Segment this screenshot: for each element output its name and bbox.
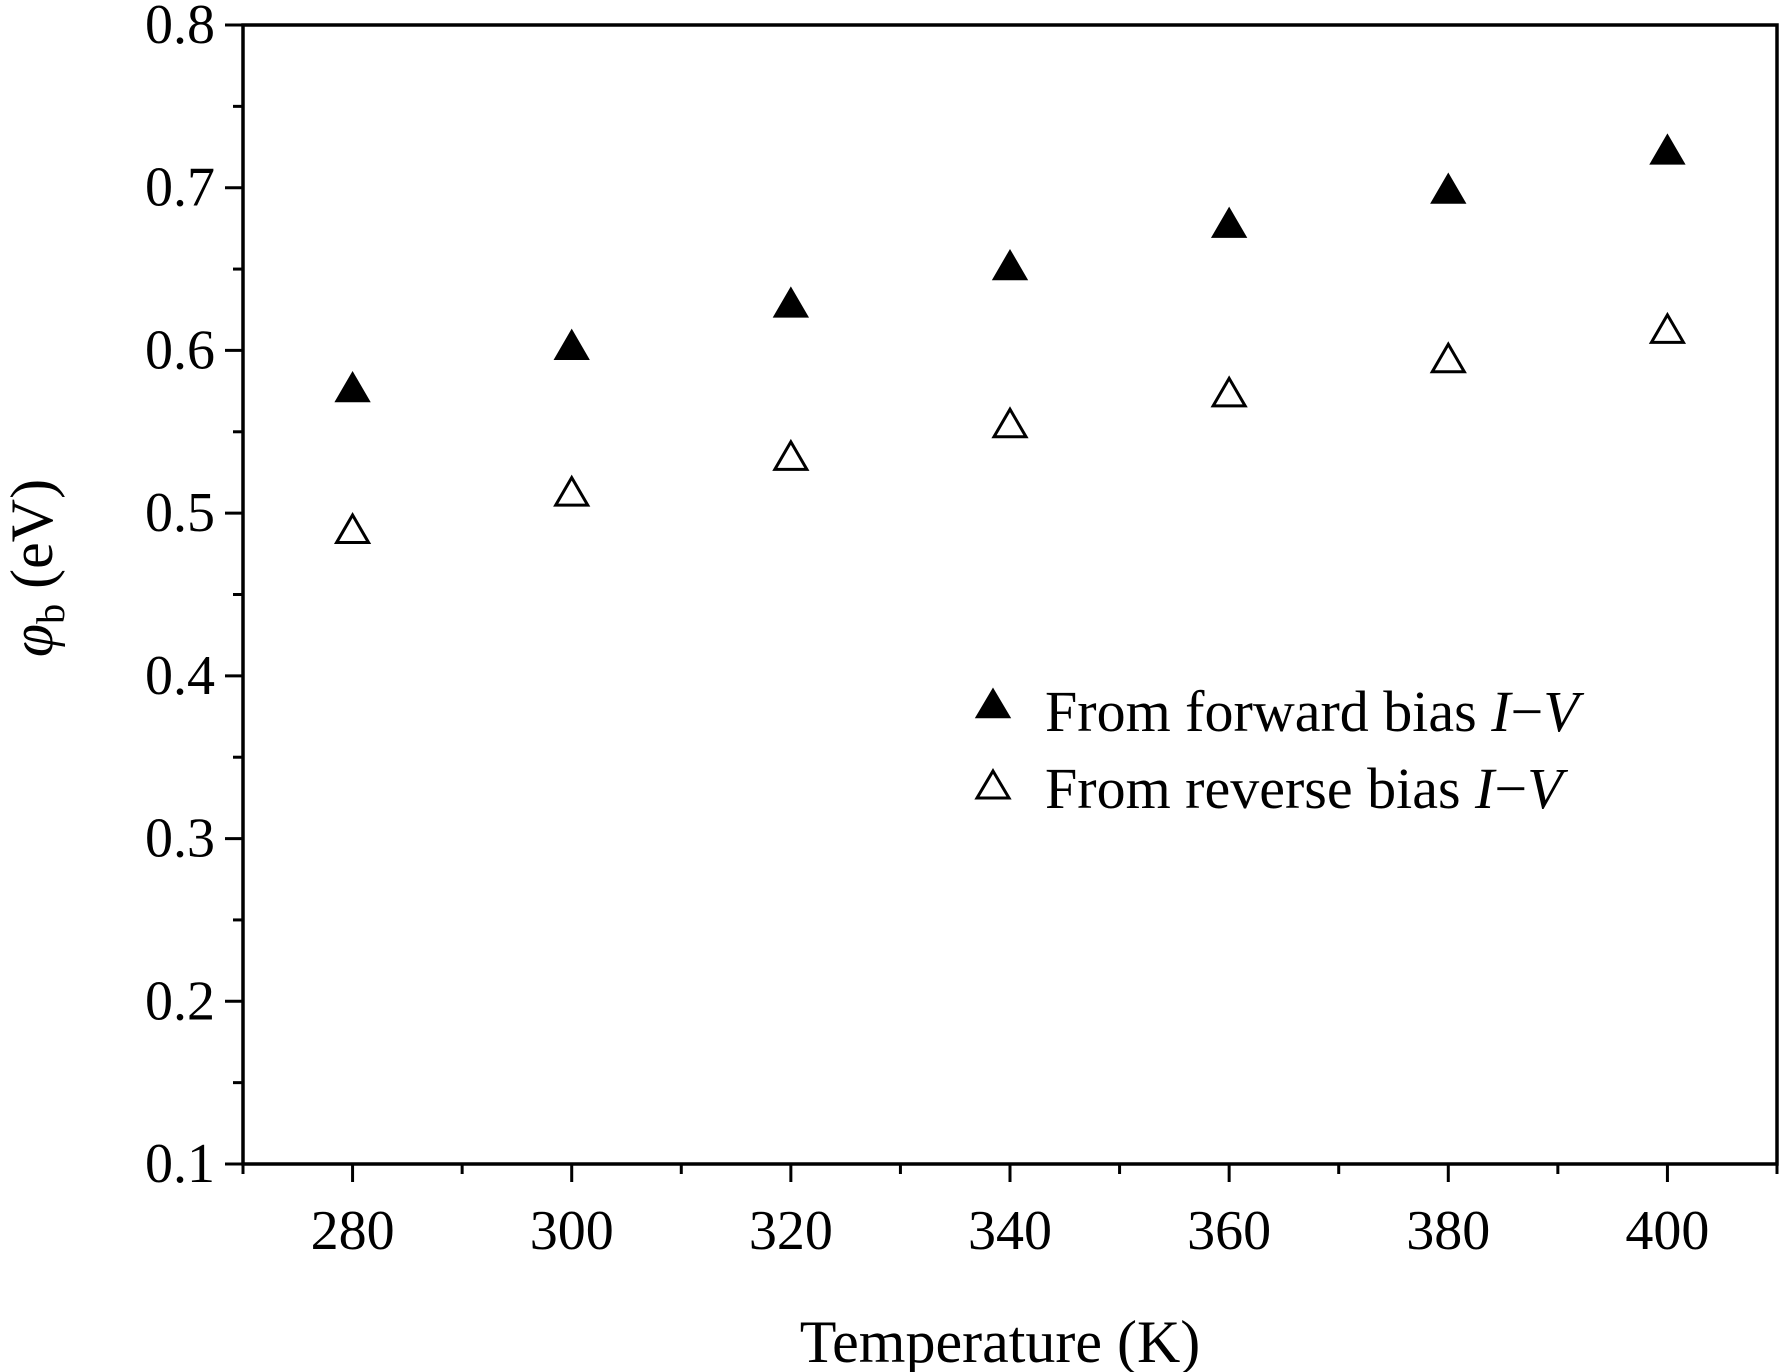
y-tick-label: 0.1	[145, 1133, 215, 1195]
x-axis-ticks: 280 300 320 340 360 380 400	[241, 1164, 1779, 1262]
legend-marker-open-triangle-icon	[974, 768, 1012, 800]
y-axis-unit-spacer	[0, 589, 65, 604]
data-point-reverse	[1429, 341, 1467, 374]
data-point-reverse	[553, 474, 591, 507]
data-point-forward	[1210, 206, 1248, 238]
y-axis-symbol: φ	[0, 624, 65, 657]
legend-label-reverse-v: V	[1527, 756, 1569, 821]
y-axis-ticks: 0.1 0.2 0.3 0.4 0.5 0.6 0.7 0.8	[145, 0, 243, 1195]
data-point-reverse	[333, 512, 372, 545]
data-point-forward	[1649, 133, 1686, 165]
y-axis-title: φb (eV)	[0, 479, 73, 657]
legend-label-forward: From forward bias I−V	[1045, 679, 1585, 744]
data-point-forward	[991, 248, 1029, 281]
x-tick-label: 320	[749, 1200, 833, 1262]
legend-label-forward-dash: −	[1511, 679, 1544, 744]
series-layer	[333, 133, 1687, 545]
y-tick-label: 0.5	[145, 482, 215, 544]
x-tick-label: 340	[968, 1200, 1052, 1262]
data-point-forward	[334, 370, 371, 403]
legend-label-reverse: From reverse bias I−V	[1045, 756, 1569, 821]
data-point-forward	[553, 328, 590, 360]
legend-label-reverse-i: I	[1474, 756, 1497, 821]
y-tick-label: 0.6	[145, 319, 215, 381]
data-point-forward	[772, 286, 810, 318]
x-tick-label: 360	[1187, 1200, 1271, 1262]
y-axis-unit: (eV)	[0, 479, 65, 589]
data-point-reverse	[772, 438, 810, 471]
legend-label-reverse-dash: −	[1494, 756, 1527, 821]
legend-item-forward: From forward bias I−V	[974, 679, 1585, 744]
y-tick-label: 0.7	[145, 157, 215, 219]
x-tick-label: 400	[1625, 1200, 1709, 1262]
y-axis-subscript: b	[28, 604, 73, 624]
data-point-reverse	[1210, 375, 1248, 408]
y-tick-label: 0.2	[145, 970, 215, 1032]
x-tick-label: 380	[1406, 1200, 1490, 1262]
y-tick-label: 0.8	[145, 0, 215, 56]
x-axis-title: Temperature (K)	[800, 1309, 1201, 1372]
legend-item-reverse: From reverse bias I−V	[974, 756, 1569, 821]
y-tick-label: 0.4	[145, 645, 215, 707]
data-point-reverse	[991, 406, 1029, 439]
legend-label-forward-i: I	[1490, 679, 1513, 744]
legend-label-forward-text: From forward bias	[1045, 679, 1491, 744]
x-tick-label: 280	[311, 1200, 395, 1262]
legend-marker-filled-triangle-icon	[974, 687, 1012, 719]
y-tick-label: 0.3	[145, 808, 215, 870]
legend-label-reverse-text: From reverse bias	[1045, 756, 1475, 821]
x-tick-label: 300	[530, 1200, 614, 1262]
legend: From forward bias I−V From reverse bias …	[974, 679, 1585, 821]
data-point-reverse	[1648, 311, 1687, 344]
legend-label-forward-v: V	[1543, 679, 1585, 744]
data-point-forward	[1430, 172, 1467, 204]
